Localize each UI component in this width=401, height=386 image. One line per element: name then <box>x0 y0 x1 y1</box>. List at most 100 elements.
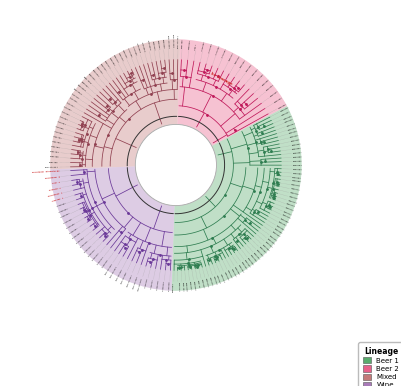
Text: beer083: beer083 <box>108 58 114 66</box>
Text: beer066: beer066 <box>276 225 285 231</box>
Text: beer032: beer032 <box>96 66 103 74</box>
Text: beer068: beer068 <box>280 218 289 223</box>
Text: beer003: beer003 <box>271 90 279 97</box>
Text: wild006: wild006 <box>127 48 132 57</box>
Text: hcere21: hcere21 <box>66 102 75 108</box>
Text: beer004: beer004 <box>266 85 274 91</box>
Text: spirits007: spirits007 <box>126 273 133 286</box>
Text: flor006: flor006 <box>54 131 63 134</box>
Text: Voss 1: Voss 1 <box>52 181 60 184</box>
Text: Hornindal 1: Hornindal 1 <box>47 192 63 197</box>
Text: beer058: beer058 <box>256 249 263 257</box>
Text: beer025: beer025 <box>122 50 127 59</box>
Text: beer078: beer078 <box>291 185 301 187</box>
Text: yeast06: yeast06 <box>49 161 59 163</box>
Text: beer007: beer007 <box>251 68 259 76</box>
Text: wine019: wine019 <box>163 281 165 291</box>
Text: wine017: wine017 <box>151 280 154 290</box>
Text: beer060: beer060 <box>261 244 269 251</box>
Text: beer038: beer038 <box>162 39 164 49</box>
Text: spirits005: spirits005 <box>115 269 123 281</box>
Text: beer089: beer089 <box>291 144 301 146</box>
Text: beer056: beer056 <box>250 255 257 263</box>
Text: beer054: beer054 <box>173 282 174 292</box>
Text: beer009: beer009 <box>241 59 247 68</box>
Text: beer036: beer036 <box>201 279 204 289</box>
Text: beer071: beer071 <box>283 211 292 215</box>
Text: spirits001: spirits001 <box>177 34 179 48</box>
Text: kv Lineage: kv Lineage <box>210 72 233 86</box>
Text: hcere18: hcere18 <box>71 93 80 99</box>
Text: bread002: bread002 <box>141 42 145 52</box>
Text: beer044: beer044 <box>220 273 224 283</box>
Text: hcere20: hcere20 <box>68 97 77 103</box>
Text: beer062: beer062 <box>267 238 275 245</box>
Text: wine003: wine003 <box>58 208 68 213</box>
Text: wine015: wine015 <box>102 260 108 268</box>
Text: beer093: beer093 <box>288 127 297 130</box>
Text: wine014: wine014 <box>97 257 104 265</box>
Text: beer012: beer012 <box>209 277 212 287</box>
Text: yeast04: yeast04 <box>50 151 60 153</box>
Text: beer076: beer076 <box>290 192 299 195</box>
Text: wine001: wine001 <box>56 203 66 207</box>
Text: beer070: beer070 <box>282 215 291 219</box>
Text: wine010: wine010 <box>80 241 88 248</box>
Text: beer085: beer085 <box>293 161 302 162</box>
Text: spirits008: spirits008 <box>132 275 138 289</box>
Text: beer077: beer077 <box>290 188 300 191</box>
Text: wine012: wine012 <box>88 249 95 257</box>
Text: flor005: flor005 <box>55 126 65 130</box>
Text: beer037: beer037 <box>189 281 191 291</box>
Text: beer095: beer095 <box>285 119 294 123</box>
Text: beer023: beer023 <box>117 52 123 61</box>
Text: wine005: wine005 <box>63 218 72 224</box>
Text: wild005: wild005 <box>132 46 136 56</box>
Text: beer043: beer043 <box>216 274 220 284</box>
Text: yeast02: yeast02 <box>51 141 61 144</box>
Text: beer008: beer008 <box>246 64 253 72</box>
Text: spirits001: spirits001 <box>45 166 59 168</box>
Text: beer001: beer001 <box>278 103 287 109</box>
Text: beer005: beer005 <box>261 79 269 86</box>
Text: flor003: flor003 <box>59 116 68 120</box>
Text: yeast05: yeast05 <box>49 156 59 158</box>
Text: yeast03: yeast03 <box>51 146 60 149</box>
Text: Hornindal Etnegjerde: Hornindal Etnegjerde <box>32 170 59 173</box>
Text: wild003: wild003 <box>209 44 213 53</box>
Text: wine008: wine008 <box>73 233 81 239</box>
Text: beer072: beer072 <box>113 55 118 64</box>
Wedge shape <box>176 39 287 165</box>
Text: wine018: wine018 <box>157 281 159 290</box>
Text: beer047: beer047 <box>231 268 236 277</box>
Legend: Beer 1, Beer 2, Mixed, Wine: Beer 1, Beer 2, Mixed, Wine <box>358 342 401 386</box>
Text: yeast01: yeast01 <box>53 135 62 139</box>
Text: beer057: beer057 <box>253 252 260 260</box>
Text: beer007: beer007 <box>81 81 89 88</box>
Text: beer092: beer092 <box>289 131 298 134</box>
Text: beer008x: beer008x <box>76 84 85 91</box>
Text: beer013: beer013 <box>212 276 216 285</box>
Text: beer087: beer087 <box>292 152 302 154</box>
Text: spirits010: spirits010 <box>138 277 143 291</box>
Text: beer081: beer081 <box>292 176 302 178</box>
Text: wild002: wild002 <box>216 46 220 55</box>
Text: beer083: beer083 <box>293 169 302 170</box>
Text: wild001: wild001 <box>222 49 227 58</box>
Text: beer039: beer039 <box>92 70 99 78</box>
Text: beer063: beer063 <box>269 235 277 241</box>
Text: beer048: beer048 <box>185 281 187 291</box>
Text: bread001: bread001 <box>136 43 140 54</box>
Text: beer082: beer082 <box>293 173 302 174</box>
Text: hapilo09: hapilo09 <box>83 76 92 85</box>
Text: beer069: beer069 <box>193 281 196 290</box>
Text: beer019: beer019 <box>205 278 208 288</box>
Text: beer099: beer099 <box>188 39 190 49</box>
Text: beer061: beer061 <box>264 241 272 248</box>
Text: beer084: beer084 <box>293 165 302 166</box>
Circle shape <box>135 124 217 206</box>
Text: beer090: beer090 <box>290 139 300 142</box>
Text: beer040: beer040 <box>88 73 95 81</box>
Text: spirits006: spirits006 <box>121 271 128 284</box>
Text: beer059: beer059 <box>259 247 266 254</box>
